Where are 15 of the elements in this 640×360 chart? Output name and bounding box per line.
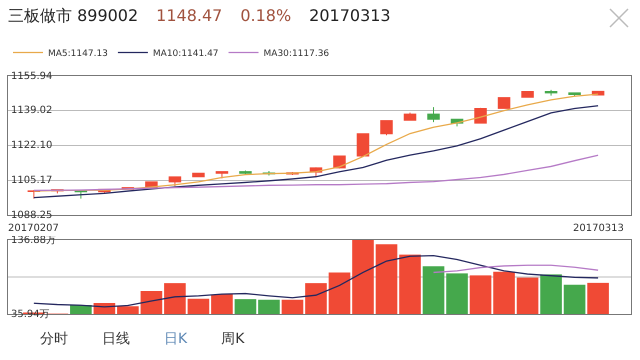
y-tick-label: 1122.10 [11, 140, 52, 151]
chart-title: 三板做市 899002 [8, 6, 138, 25]
text: 1148.47 [156, 6, 222, 25]
text: 分时 [40, 331, 68, 347]
text: 日线 [102, 331, 130, 347]
legend-label: MA10:1141.47 [152, 48, 219, 59]
text: 20170313 [309, 6, 391, 25]
legend-label: MA30:1117.36 [264, 48, 330, 59]
text: 0.18% [240, 6, 292, 25]
legend-label: MA5:1147.13 [48, 48, 108, 59]
y-tick-label: 1139.02 [11, 105, 52, 116]
y-tick-label: 1105.17 [11, 175, 52, 186]
x-tick-label: 20170207 [8, 223, 59, 234]
text: 日K [164, 331, 188, 347]
text: 周K [221, 331, 244, 347]
